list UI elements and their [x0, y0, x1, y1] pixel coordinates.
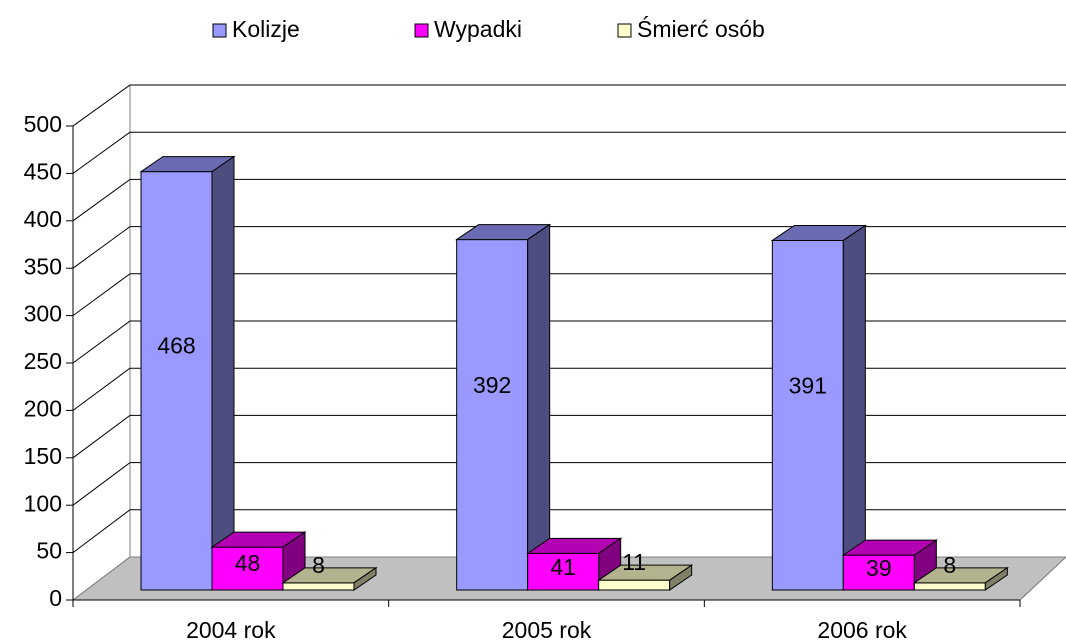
grid-line [72, 178, 131, 222]
grid-line [72, 509, 131, 553]
legend-swatch [212, 23, 227, 38]
bar-side [984, 566, 1008, 591]
y-tick-label: 50 [36, 538, 62, 564]
bar-side [669, 564, 693, 591]
bar-side [842, 224, 866, 591]
bar [770, 224, 867, 591]
bar-side [211, 155, 235, 591]
data-label: 48 [235, 550, 261, 576]
y-tick-label: 500 [24, 111, 62, 137]
y-tick-label: 150 [24, 443, 62, 469]
data-label: 8 [312, 552, 325, 578]
grid-line [72, 367, 131, 411]
bar-side [527, 223, 551, 591]
x-tick-label: 2006 rok [817, 617, 907, 642]
grid-line [72, 462, 131, 506]
bar [597, 564, 694, 591]
y-tick-label: 0 [49, 585, 62, 611]
legend-label: Śmierć osób [637, 15, 765, 42]
bar-face [598, 579, 671, 591]
bar-face [140, 171, 213, 591]
y-tick-label: 400 [24, 206, 62, 232]
bar [455, 223, 552, 591]
legend-label: Kolizje [232, 16, 300, 42]
grid-line [72, 414, 131, 459]
bar-side [353, 566, 377, 591]
legend-swatch [414, 23, 429, 38]
data-label: 392 [473, 372, 511, 398]
y-tick-label: 200 [24, 395, 62, 421]
grid-line [72, 320, 131, 364]
grid-line [72, 131, 131, 174]
bar [281, 566, 378, 591]
y-tick-label: 250 [24, 348, 62, 374]
bar-face [913, 582, 986, 591]
y-tick-label: 300 [24, 301, 62, 327]
bar [912, 566, 1009, 591]
y-tick-label: 100 [24, 490, 62, 516]
bar-face [456, 239, 529, 591]
bar [841, 539, 938, 591]
y-tick-label: 350 [24, 253, 62, 279]
bar-face [282, 582, 355, 591]
y-tick-label: 450 [24, 158, 62, 184]
x-tick-label: 2005 rok [502, 617, 592, 642]
bar-face [842, 554, 915, 591]
grid-line [72, 273, 131, 317]
data-label: 11 [622, 549, 646, 575]
legend-swatch [617, 23, 632, 38]
x-axis-depth [1019, 556, 1066, 601]
data-label: 39 [866, 555, 892, 581]
grid-line [72, 226, 131, 269]
grid-line [72, 84, 131, 127]
data-label: 41 [550, 554, 576, 580]
bar [210, 531, 307, 591]
x-tick-label: 2004 rok [186, 617, 276, 642]
data-label: 8 [943, 552, 956, 578]
bar [139, 155, 236, 591]
bar-face [771, 239, 844, 591]
data-label: 468 [157, 332, 195, 358]
legend-label: Wypadki [434, 16, 522, 42]
data-label: 391 [789, 372, 827, 398]
